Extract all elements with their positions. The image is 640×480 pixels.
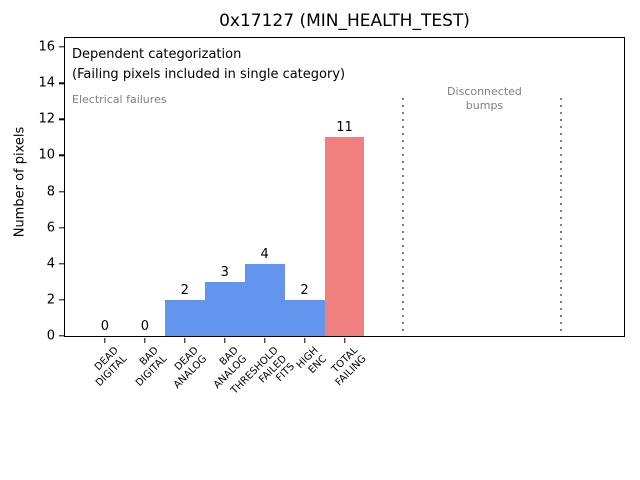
x-tick-label: DEAD DIGITAL [92,345,129,389]
bar-value-label: 0 [100,319,110,334]
y-tick [58,154,64,157]
x-tick [263,337,266,343]
annotation-single-category-note: (Failing pixels included in single categ… [72,67,346,82]
bar [284,299,325,336]
y-tick [58,190,64,193]
y-tick [58,82,64,84]
bar-value-label: 11 [336,120,353,136]
y-tick-label: 4 [46,256,55,272]
y-tick [58,46,64,48]
annotation-dependent-categorization: Dependent categorization [72,47,242,63]
y-tick-label: 6 [46,220,55,236]
y-tick-label: 10 [38,147,55,163]
plot-area: 0 DEAD DIGITAL 0 BAD DIGITAL 2 DEAD ANALOG 3 BA… [38,37,625,397]
x-tick-label: BAD DIGITAL [133,345,169,389]
dotted-separator-line [402,97,405,336]
y-tick [58,226,64,229]
y-tick [58,299,64,301]
annotation-disconnected-bumps: Disconnected bumps [447,85,522,112]
x-tick [303,337,306,343]
y-tick [58,263,64,265]
y-tick-label: 8 [46,184,55,199]
y-tick-label: 12 [38,111,55,127]
bar-value-label: 2 [180,282,189,298]
chart-title: 0x17127 (MIN_HEALTH_TEST) [219,11,470,31]
bar [204,281,245,336]
bar [164,299,205,336]
x-tick [224,337,226,343]
bar [244,263,285,336]
y-tick [58,335,64,337]
bar-value-label: 2 [300,282,309,298]
y-tick-label: 16 [38,39,55,55]
x-tick [104,337,106,343]
x-tick [343,337,346,343]
bar-value-label: 3 [220,264,229,280]
y-tick [58,118,64,120]
bar-value-label: 4 [260,246,269,262]
bar [324,137,365,336]
y-axis-label: Number of pixels [12,126,28,238]
x-tick [184,337,186,343]
x-tick-label: HIGH ENC [294,345,329,376]
x-tick-label: TOTAL FAILING [330,345,369,389]
x-tick-label: DEAD ANALOG [171,345,209,391]
bar-value-label: 0 [140,319,149,334]
annotation-electrical-failures: Electrical failures [72,92,167,106]
x-tick [144,337,146,343]
y-tick-label: 0 [46,328,55,344]
y-tick-label: 2 [46,292,55,308]
dotted-separator-line [559,97,562,336]
y-tick-label: 14 [38,75,55,91]
